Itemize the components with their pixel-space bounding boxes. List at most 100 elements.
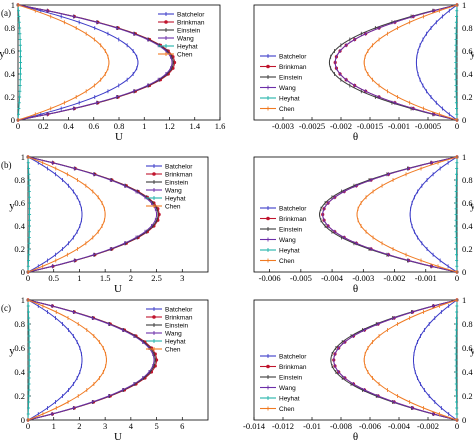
- legend-marker: [266, 64, 270, 69]
- legend-label: Batchelor: [165, 306, 193, 313]
- legend-label: Chen: [165, 203, 181, 210]
- series-markers-heyhat: [26, 156, 32, 273]
- x-tick-label: -0.001: [415, 273, 437, 283]
- x-axis-label: θ: [353, 431, 358, 443]
- series-line-wang: [27, 156, 158, 273]
- series-line-batchelor: [17, 4, 139, 121]
- y-tick-label: 0.6: [4, 46, 15, 56]
- y-tick-label: 0.8: [14, 319, 25, 329]
- legend-marker: [266, 364, 270, 369]
- x-tick-label: -0.004: [321, 273, 344, 283]
- x-tick-label: 0: [26, 421, 30, 431]
- data-point: [172, 60, 177, 65]
- y-axis-label: y: [9, 200, 15, 212]
- chart-panel-1: 0 0.2 0.4 0.6 0.8 1 1.2 1.4 1.6 0 0.2 0.4 0.6 0.8 1 Uy (…: [0, 0, 225, 143]
- y-tick-label: 1: [21, 295, 25, 305]
- x-axis-label: U: [115, 131, 123, 143]
- data-point: [154, 358, 159, 362]
- series-markers-batchelor: [27, 155, 83, 274]
- y-tick-label: 0.4: [14, 221, 25, 231]
- y-axis-label: y: [470, 200, 474, 212]
- x-axis-label: θ: [353, 283, 358, 295]
- y-tick-label: 0.6: [14, 198, 25, 208]
- y-tick-label: 0.4: [4, 69, 15, 79]
- legend-label: Wang: [177, 35, 194, 42]
- x-tick-label: -0.006: [359, 421, 381, 431]
- series-line-einstein: [328, 4, 458, 121]
- series-line-batchelor: [415, 4, 458, 121]
- legend-label: Einstein: [279, 226, 303, 233]
- y-axis-label: y: [9, 345, 15, 357]
- series-markers-heyhat: [454, 156, 459, 273]
- y-axis-label: y: [0, 48, 5, 60]
- legend-label: Batchelor: [279, 353, 307, 360]
- x-tick-label: -0.0015: [357, 121, 383, 131]
- y-tick-label: 1: [462, 152, 466, 162]
- series-line-chen: [363, 299, 458, 421]
- legend-label: Heyhat: [279, 395, 300, 402]
- y-tick-label: 0.8: [4, 23, 15, 33]
- legend-label: Batchelor: [279, 205, 307, 212]
- legend-marker: [164, 20, 168, 24]
- x-axis-label: U: [114, 431, 122, 443]
- series-line-wang: [27, 299, 155, 421]
- x-tick-label: 0.8: [114, 121, 125, 131]
- series-markers-chen: [356, 155, 458, 274]
- x-tick-label: 0: [455, 273, 459, 283]
- y-tick-label: 0.2: [14, 391, 25, 401]
- legend-label: Batchelor: [279, 53, 307, 60]
- series-line-wang: [333, 299, 458, 421]
- series-line-chen: [363, 4, 458, 121]
- legend-label: Chen: [177, 51, 193, 58]
- series-markers-batchelor: [413, 298, 458, 422]
- legend-label: Heyhat: [177, 43, 198, 50]
- x-tick-label: 0: [455, 421, 459, 431]
- series-markers-heyhat: [454, 4, 459, 121]
- series-markers-wang: [322, 155, 458, 274]
- series-markers-wang: [27, 298, 155, 422]
- legend-label: Brinkman: [279, 216, 307, 223]
- x-tick-label: 1: [142, 121, 146, 131]
- legend-label: Einstein: [279, 374, 303, 381]
- series-markers-chen: [27, 155, 106, 274]
- y-tick-label: 0.4: [462, 221, 473, 231]
- legend-label: Wang: [165, 187, 182, 194]
- legend-label: Wang: [279, 385, 296, 392]
- y-tick-label: 0.6: [462, 46, 473, 56]
- y-axis-label: y: [470, 48, 474, 60]
- x-tick-label: 4: [129, 421, 134, 431]
- plot-frame: [253, 156, 458, 273]
- legend-label: Einstein: [165, 179, 189, 186]
- legend-label: Einstein: [177, 27, 201, 34]
- series-line-batchelor: [409, 156, 458, 273]
- series-line-batchelor: [27, 299, 83, 421]
- legend-label: Batchelor: [165, 163, 193, 170]
- y-tick-label: 0: [21, 415, 25, 425]
- series-markers-batchelor: [17, 3, 139, 122]
- series-markers-chen: [363, 298, 458, 422]
- legend-marker: [266, 216, 270, 221]
- y-tick-label: 0.4: [462, 69, 473, 79]
- legend-label: Chen: [165, 346, 181, 353]
- x-tick-label: 0: [455, 121, 459, 131]
- x-tick-label: -0.008: [330, 421, 352, 431]
- x-tick-label: -0.014: [243, 421, 266, 431]
- x-tick-label: 0: [26, 273, 30, 283]
- x-tick-label: 2.5: [151, 273, 162, 283]
- y-tick-label: 0.4: [462, 367, 473, 377]
- x-tick-label: 1: [77, 273, 81, 283]
- series-line-batchelor: [412, 299, 458, 421]
- y-tick-label: 1: [11, 0, 15, 10]
- panel-tag: (a): [1, 8, 11, 18]
- series-line-wang: [334, 4, 458, 121]
- y-axis-label: y: [470, 345, 474, 357]
- x-axis-label: U: [114, 283, 122, 295]
- x-tick-label: -0.0005: [415, 121, 441, 131]
- series-markers-chen: [363, 3, 458, 122]
- y-tick-label: 0: [462, 415, 466, 425]
- legend-label: Wang: [279, 237, 296, 244]
- legend-label: Brinkman: [279, 364, 307, 371]
- chart-panel-5: 0 1 2 3 4 5 6 0 0.2 0.4 0.6 0.8 1 Uy (c) BatchelorBrink…: [1, 295, 209, 443]
